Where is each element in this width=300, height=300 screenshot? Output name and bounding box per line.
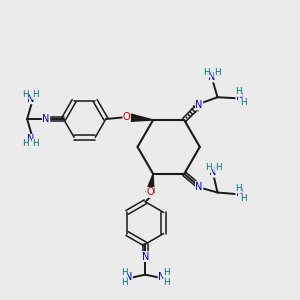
Text: N: N [158, 272, 166, 282]
Text: N: N [236, 188, 243, 198]
Text: H: H [214, 68, 221, 77]
Text: N: N [209, 167, 217, 177]
Text: H: H [240, 98, 247, 107]
Text: N: N [27, 134, 34, 144]
Text: N: N [42, 114, 50, 124]
Text: N: N [196, 182, 203, 192]
Text: H: H [205, 164, 211, 172]
Text: O: O [123, 112, 130, 122]
Polygon shape [146, 174, 154, 193]
Text: H: H [32, 90, 39, 99]
Text: O: O [146, 188, 154, 197]
Text: H: H [235, 184, 242, 193]
Text: N: N [236, 92, 243, 102]
Text: H: H [163, 268, 170, 277]
Text: H: H [22, 139, 28, 148]
Text: N: N [27, 94, 34, 104]
Text: N: N [208, 72, 216, 82]
Text: H: H [240, 194, 247, 203]
Text: H: H [22, 90, 28, 99]
Polygon shape [128, 113, 153, 122]
Text: N: N [142, 252, 149, 262]
Text: H: H [121, 278, 128, 287]
Text: H: H [235, 88, 242, 97]
Text: N: N [125, 272, 133, 282]
Text: H: H [215, 164, 221, 172]
Text: H: H [121, 268, 128, 277]
Text: H: H [203, 68, 210, 77]
Text: N: N [196, 100, 203, 110]
Text: H: H [32, 139, 39, 148]
Text: H: H [163, 278, 170, 287]
